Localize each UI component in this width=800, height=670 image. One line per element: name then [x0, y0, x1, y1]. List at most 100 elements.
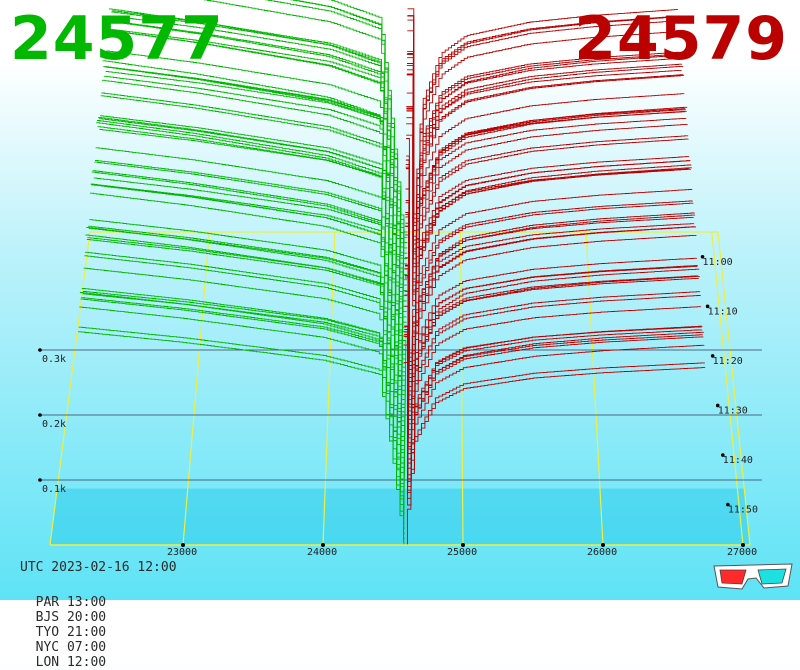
bid-snapshot-32: [95, 160, 406, 403]
bid-snapshot-54: [81, 297, 405, 519]
volume-tick-0.2k: [38, 413, 42, 417]
bid-snapshot-55: [80, 298, 405, 524]
bid-snapshot-35: [93, 184, 406, 419]
bid-snapshot-46: [86, 226, 405, 477]
time-axis: 11:00 11:10 11:20 11:30 11:40 11:50: [700, 254, 758, 516]
ask-snapshot-54: [404, 334, 704, 487]
time-tick-11:00: [700, 254, 705, 259]
price-tick-label: 25000: [447, 547, 477, 558]
time-tick-11:40: [721, 453, 725, 457]
price-tick-label: 27000: [727, 547, 757, 558]
bid-snapshot-50: [83, 267, 405, 498]
ask-snapshot-47: [404, 275, 700, 454]
depth-shade-layer: [50, 488, 750, 545]
ask-snapshot-48: [404, 290, 701, 460]
bid-snapshot-26: [98, 118, 406, 371]
ask-snapshot-52: [404, 329, 703, 480]
ask-snapshot-24: [406, 155, 690, 358]
ask-snapshot-3: [407, 15, 680, 226]
time-tick-11:50: [726, 502, 730, 507]
ask-snapshot-13: [406, 74, 685, 268]
ask-snapshot-55: [404, 336, 704, 491]
ask-snapshot-9: [407, 63, 683, 253]
bid-snapshot-49: [84, 255, 405, 493]
price-tick-label: 24000: [307, 547, 337, 558]
ask-snapshot-31: [405, 188, 693, 387]
ask-snapshot-58: [404, 362, 705, 506]
ask-snapshot-46: [404, 268, 700, 450]
clock-new-york: NYC 07:00: [35, 640, 107, 655]
ask-snapshot-30: [405, 166, 692, 382]
ask-snapshot-59: [403, 367, 706, 546]
world-clocks: PAR 13:00 BJS 20:00 TYO 21:00 NYC 07:00 …: [20, 580, 128, 670]
ask-snapshot-0: [407, 8, 679, 215]
bid-snapshot-17: [104, 66, 407, 323]
bid-snapshot-28: [97, 126, 406, 381]
price-axis: 23000 24000 25000 26000 27000: [50, 543, 757, 558]
bid-snapshot-0: [328, 0, 408, 233]
bid-snapshot-19: [103, 66, 407, 334]
bid-snapshot-48: [84, 251, 405, 488]
clock-london: LON 12:00: [35, 655, 107, 670]
bid-snapshot-18: [103, 75, 407, 328]
bid-snapshot-20: [102, 60, 407, 339]
ask-snapshot-5: [407, 51, 681, 237]
bid-snapshot-30: [96, 122, 406, 392]
time-tick-label: 11:30: [718, 405, 748, 416]
price-tick-24000: [321, 543, 325, 547]
3d-glasses-icon[interactable]: [712, 560, 794, 592]
ask-snapshot-4: [407, 30, 680, 231]
depth-floor: [50, 488, 750, 545]
ask-snapshot-38: [405, 225, 696, 417]
volume-tick-label: 0.3k: [42, 354, 66, 365]
volume-tick-label: 0.1k: [42, 484, 66, 495]
bid-snapshot-47: [85, 234, 405, 482]
time-tick-11:20: [710, 354, 715, 358]
price-grid-layer: [49, 231, 751, 546]
ask-snapshot-35: [405, 222, 695, 405]
ask-price: 24579: [574, 4, 788, 74]
bid-snapshot-3: [292, 0, 408, 249]
ask-snapshot-22: [406, 134, 689, 307]
ask-snapshot-53: [404, 325, 703, 483]
utc-clock: UTC 2023-02-16 12:00: [20, 560, 177, 575]
price-tick-27000: [741, 543, 745, 547]
bid-snapshot-51: [83, 291, 405, 504]
bid-snapshot-33: [94, 161, 406, 408]
bid-snapshot-29: [96, 120, 406, 387]
ask-snapshot-18: [406, 117, 687, 291]
bid-snapshot-39: [90, 183, 406, 440]
volume-tick-0.3k: [38, 348, 42, 352]
bid-snapshot-37: [91, 171, 406, 429]
bid-depth-series: [78, 0, 408, 545]
ask-snapshot-10: [406, 53, 683, 255]
grid-edge: [49, 231, 91, 546]
clock-paris: PAR 13:00: [35, 595, 107, 610]
ask-snapshot-27: [405, 159, 691, 370]
bid-price: 24577: [10, 4, 224, 74]
bid-snapshot-22: [101, 92, 407, 350]
bid-snapshot-53: [81, 288, 405, 514]
time-tick-label: 11:40: [723, 455, 753, 466]
time-tick-label: 11:00: [703, 257, 733, 268]
price-tick-label: 26000: [587, 547, 617, 558]
ask-snapshot-1: [407, 15, 679, 219]
price-tick-26000: [601, 543, 605, 547]
ask-snapshot-44: [404, 275, 699, 444]
time-tick-label: 11:50: [728, 505, 758, 516]
bid-snapshot-10: [108, 8, 407, 286]
bid-snapshot-8: [110, 28, 407, 275]
grid-line-26000: [585, 231, 604, 546]
price-tick-label: 23000: [167, 547, 197, 558]
bid-snapshot-9: [109, 20, 407, 281]
bid-snapshot-24: [100, 115, 407, 360]
bid-snapshot-56: [79, 292, 405, 530]
ask-snapshot-56: [404, 331, 704, 494]
clock-tokyo: TYO 21:00: [35, 625, 107, 640]
grid-line-23000: [182, 231, 210, 546]
bid-snapshot-40: [90, 192, 406, 445]
ask-snapshot-14: [406, 92, 685, 274]
bid-snapshot-36: [92, 170, 406, 424]
ask-snapshot-21: [406, 123, 688, 301]
depth-chart: 0.1k 0.2k 0.3k 23000 24000 25000 26000 27000 1…: [38, 0, 762, 558]
